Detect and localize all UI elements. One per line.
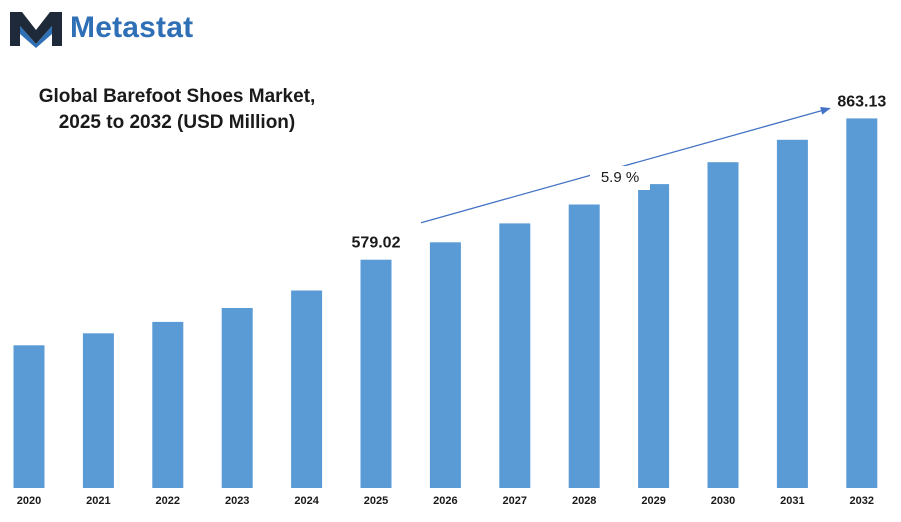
x-tick-label-2032: 2032	[850, 495, 874, 507]
growth-arrow	[420, 106, 831, 224]
bar-2025	[360, 259, 392, 488]
bar-2023	[221, 308, 253, 488]
data-label-2025: 579.02	[352, 235, 401, 252]
brand-name: Metastat	[70, 11, 194, 44]
bar-2028	[568, 204, 600, 488]
bar-2029	[638, 184, 670, 488]
annotations-layer: 579.02 863.13 5.9 %	[352, 93, 887, 251]
x-tick-label-2020: 2020	[17, 495, 41, 507]
bar-2032	[846, 118, 878, 489]
data-label-2032: 863.13	[837, 93, 886, 110]
bar-2020	[13, 345, 45, 488]
x-tick-label-2021: 2021	[86, 495, 110, 507]
growth-label-background	[590, 166, 650, 190]
x-tick-label-2030: 2030	[711, 495, 735, 507]
brand-logo: Metastat	[8, 6, 193, 50]
bar-2031	[776, 139, 808, 489]
x-tick-label-2025: 2025	[364, 495, 388, 507]
chart-title-line-1: Global Barefoot Shoes Market,	[38, 86, 316, 107]
bars-layer	[13, 118, 878, 489]
growth-rate-label: 5.9 %	[601, 169, 639, 186]
x-tick-label-2026: 2026	[433, 495, 457, 507]
bar-2026	[429, 242, 461, 488]
bar-2022	[152, 321, 184, 488]
x-tick-label-2022: 2022	[156, 495, 180, 507]
bar-2021	[82, 333, 114, 488]
x-tick-label-2023: 2023	[225, 495, 249, 507]
chart-title-line-2: 2025 to 2032 (USD Million)	[58, 112, 296, 133]
x-tick-label-2024: 2024	[294, 495, 319, 507]
metastat-m-logo-icon	[10, 12, 62, 48]
x-axis-tick-labels: 2020 2021 2022 2023 2024 2025 2026 2027 2028 2029…	[17, 495, 874, 507]
x-tick-label-2029: 2029	[641, 495, 665, 507]
bar-2030	[707, 162, 739, 488]
chart-title: Global Barefoot Shoes Market, 2025 to 20…	[12, 84, 342, 136]
bar-2024	[291, 290, 323, 488]
x-tick-label-2027: 2027	[503, 495, 527, 507]
x-tick-label-2031: 2031	[780, 495, 804, 507]
x-tick-label-2028: 2028	[572, 495, 596, 507]
bar-2027	[499, 223, 531, 488]
